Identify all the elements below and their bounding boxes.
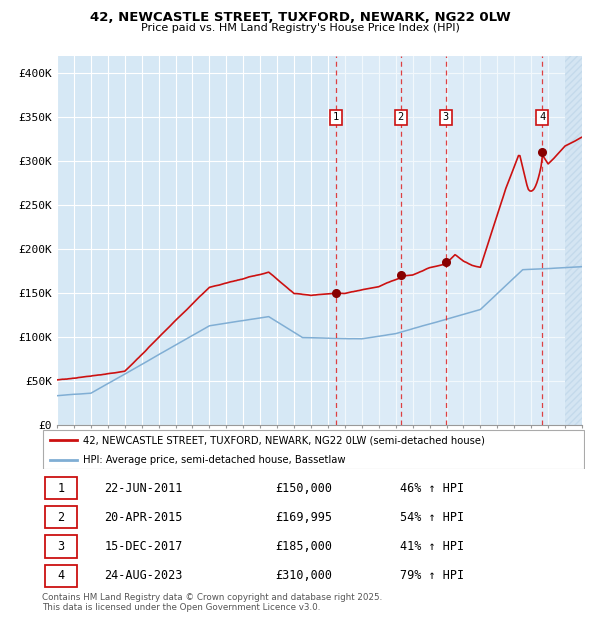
FancyBboxPatch shape <box>45 565 77 587</box>
Text: 79% ↑ HPI: 79% ↑ HPI <box>400 569 464 582</box>
Text: 3: 3 <box>58 540 65 553</box>
Text: 22-JUN-2011: 22-JUN-2011 <box>104 482 183 495</box>
Text: 41% ↑ HPI: 41% ↑ HPI <box>400 540 464 553</box>
Text: 4: 4 <box>539 112 545 122</box>
Text: 24-AUG-2023: 24-AUG-2023 <box>104 569 183 582</box>
Text: 20-APR-2015: 20-APR-2015 <box>104 511 183 524</box>
Text: 42, NEWCASTLE STREET, TUXFORD, NEWARK, NG22 0LW: 42, NEWCASTLE STREET, TUXFORD, NEWARK, N… <box>89 11 511 24</box>
FancyBboxPatch shape <box>43 430 584 469</box>
Text: 42, NEWCASTLE STREET, TUXFORD, NEWARK, NG22 0LW (semi-detached house): 42, NEWCASTLE STREET, TUXFORD, NEWARK, N… <box>83 435 485 445</box>
Text: 2: 2 <box>58 511 65 524</box>
Text: HPI: Average price, semi-detached house, Bassetlaw: HPI: Average price, semi-detached house,… <box>83 456 345 466</box>
Text: Contains HM Land Registry data © Crown copyright and database right 2025.
This d: Contains HM Land Registry data © Crown c… <box>42 593 382 612</box>
Text: 2: 2 <box>398 112 404 122</box>
Text: Price paid vs. HM Land Registry's House Price Index (HPI): Price paid vs. HM Land Registry's House … <box>140 23 460 33</box>
Text: 3: 3 <box>443 112 449 122</box>
Bar <box>565 56 582 425</box>
Text: £185,000: £185,000 <box>275 540 332 553</box>
Text: 1: 1 <box>333 112 339 122</box>
Text: 54% ↑ HPI: 54% ↑ HPI <box>400 511 464 524</box>
FancyBboxPatch shape <box>45 507 77 528</box>
Text: £150,000: £150,000 <box>275 482 332 495</box>
Text: 15-DEC-2017: 15-DEC-2017 <box>104 540 183 553</box>
FancyBboxPatch shape <box>45 536 77 557</box>
FancyBboxPatch shape <box>45 477 77 499</box>
Text: £169,995: £169,995 <box>275 511 332 524</box>
Text: 1: 1 <box>58 482 65 495</box>
Text: £310,000: £310,000 <box>275 569 332 582</box>
Bar <box>336 56 582 425</box>
Text: 46% ↑ HPI: 46% ↑ HPI <box>400 482 464 495</box>
Text: 4: 4 <box>58 569 65 582</box>
